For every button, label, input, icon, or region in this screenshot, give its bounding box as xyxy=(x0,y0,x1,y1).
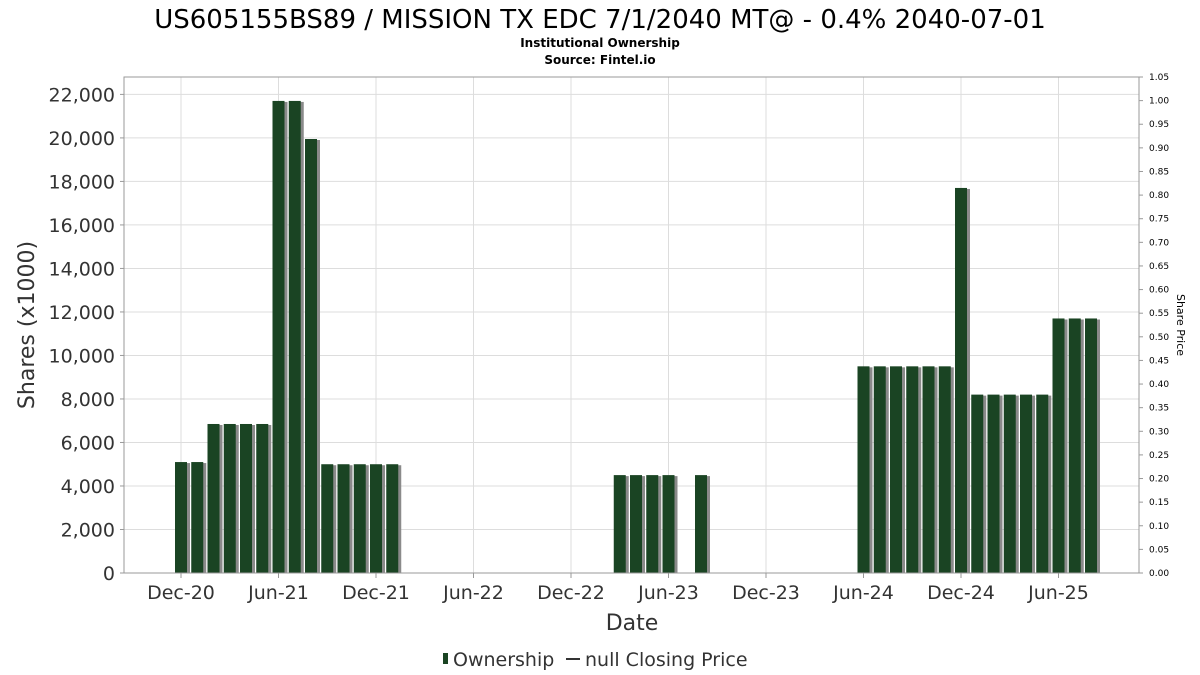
y-tick-label: 16,000 xyxy=(49,215,115,237)
x-tick-label: Dec-24 xyxy=(927,582,995,604)
ownership-bar xyxy=(353,464,366,573)
y2-tick-label: 0.70 xyxy=(1149,238,1169,248)
y-axis-label: Shares (x1000) xyxy=(15,241,40,409)
ownership-bar xyxy=(288,100,301,574)
plot-frame xyxy=(123,76,1140,574)
y-tick-label: 4,000 xyxy=(61,476,115,498)
y2-tick-label: 0.05 xyxy=(1149,545,1169,555)
ownership-bar xyxy=(971,394,984,573)
x-tick-label: Jun-25 xyxy=(1027,582,1089,604)
y-tick-label: 6,000 xyxy=(61,432,115,454)
y2-tick-label: 0.40 xyxy=(1149,380,1169,390)
ownership-bar xyxy=(1068,318,1081,573)
y2-axis-ticks: 0.00 0.05 0.10 0.15 0.20 0.25 0.30 0.35 0.40 0.45… xyxy=(1139,73,1169,579)
x-axis-ticks: Dec-20 Jun-21 Dec-21 Jun-22 Dec-22 Jun-23 Dec-… xyxy=(147,573,1089,604)
ownership-bar xyxy=(922,366,935,573)
legend-closing-price-label: null Closing Price xyxy=(585,649,748,671)
y-tick-label: 12,000 xyxy=(49,302,115,324)
ownership-bar xyxy=(272,100,285,574)
y2-tick-label: 0.25 xyxy=(1149,451,1169,461)
ownership-bar xyxy=(613,475,626,573)
y2-tick-label: 1.00 xyxy=(1149,97,1169,107)
ownership-bar xyxy=(1036,394,1049,573)
y2-tick-label: 0.20 xyxy=(1149,475,1169,485)
ownership-bar xyxy=(1085,318,1097,573)
y2-tick-label: 0.65 xyxy=(1149,262,1169,272)
y2-tick-label: 0.55 xyxy=(1149,309,1169,319)
ownership-bar xyxy=(630,475,642,573)
ownership-bar xyxy=(223,423,236,573)
y2-tick-label: 0.35 xyxy=(1149,404,1169,414)
y-tick-label: 0 xyxy=(103,563,115,585)
x-tick-label: Jun-22 xyxy=(442,582,504,604)
ownership-bar xyxy=(662,475,675,573)
ownership-bar xyxy=(955,187,967,573)
y2-tick-label: 0.90 xyxy=(1149,144,1169,154)
legend-ownership-marker xyxy=(443,653,448,664)
y-tick-label: 14,000 xyxy=(49,258,115,280)
y2-axis-label: Share Price xyxy=(1174,294,1187,356)
ownership-bar xyxy=(321,464,334,573)
bars-layer xyxy=(175,100,1100,574)
ownership-bar xyxy=(305,139,317,573)
ownership-bar xyxy=(207,423,220,573)
ownership-bar xyxy=(873,366,886,573)
ownership-bar xyxy=(857,366,870,573)
ownership-bar xyxy=(938,366,951,573)
y2-tick-label: 1.05 xyxy=(1149,73,1169,83)
x-tick-label: Dec-21 xyxy=(342,582,410,604)
y2-tick-label: 0.10 xyxy=(1149,522,1169,532)
chart-title: US605155BS89 / MISSION TX EDC 7/1/2040 M… xyxy=(154,5,1046,35)
chart-subtitle-line-1: Institutional Ownership xyxy=(520,36,680,50)
y-tick-label: 10,000 xyxy=(49,345,115,367)
ownership-bar xyxy=(1052,318,1065,573)
legend: Ownership null Closing Price xyxy=(443,649,748,671)
y2-tick-label: 0.80 xyxy=(1149,191,1169,201)
y-axis-ticks: 0 2,000 4,000 6,000 8,000 10,000 12,000 14,000 1… xyxy=(49,84,124,585)
ownership-bar xyxy=(987,394,1000,573)
ownership-bar xyxy=(370,464,382,573)
y-tick-label: 18,000 xyxy=(49,171,115,193)
y2-tick-label: 0.30 xyxy=(1149,427,1169,437)
x-tick-label: Jun-23 xyxy=(637,582,699,604)
ownership-bar xyxy=(256,423,269,573)
y2-tick-label: 0.60 xyxy=(1149,286,1169,296)
ownership-bar xyxy=(386,464,399,573)
y2-tick-label: 0.95 xyxy=(1149,120,1169,130)
y2-tick-label: 0.85 xyxy=(1149,167,1169,177)
ownership-bar xyxy=(1020,394,1032,573)
y2-tick-label: 0.45 xyxy=(1149,356,1169,366)
chart-subtitle-line-2: Source: Fintel.io xyxy=(544,53,655,67)
x-tick-label: Dec-22 xyxy=(537,582,605,604)
x-axis-label: Date xyxy=(606,611,659,636)
ownership-bar xyxy=(191,462,204,573)
ownership-bar xyxy=(646,475,659,573)
ownership-bar xyxy=(1003,394,1016,573)
legend-ownership-label: Ownership xyxy=(453,649,554,671)
ownership-bar xyxy=(175,462,187,573)
x-tick-label: Jun-21 xyxy=(247,582,309,604)
y-tick-label: 22,000 xyxy=(49,84,115,106)
y2-tick-label: 0.50 xyxy=(1149,333,1169,343)
ownership-bar xyxy=(240,423,252,573)
ownership-bar xyxy=(695,475,707,573)
x-tick-label: Dec-23 xyxy=(732,582,800,604)
x-tick-label: Jun-24 xyxy=(832,582,894,604)
y2-tick-label: 0.75 xyxy=(1149,215,1169,225)
y-tick-label: 20,000 xyxy=(49,128,115,150)
y2-tick-label: 0.00 xyxy=(1149,569,1169,579)
y2-tick-label: 0.15 xyxy=(1149,498,1169,508)
y-tick-label: 2,000 xyxy=(61,519,115,541)
ownership-bar xyxy=(337,464,350,573)
y-tick-label: 8,000 xyxy=(61,389,115,411)
x-tick-label: Dec-20 xyxy=(147,582,215,604)
ownership-bar xyxy=(890,366,902,573)
ownership-bar xyxy=(906,366,919,573)
